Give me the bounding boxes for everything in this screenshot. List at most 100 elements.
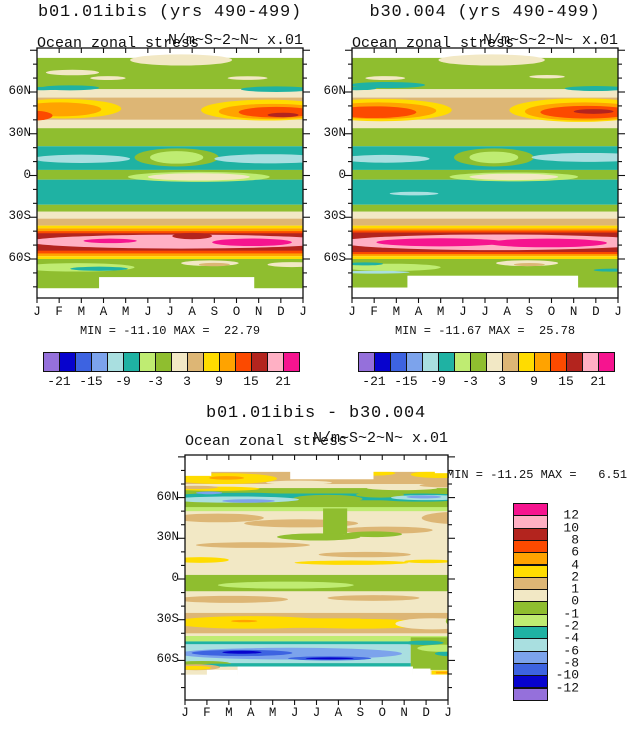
colorbar-label: 8 bbox=[571, 532, 579, 548]
colorbar-swatch bbox=[513, 650, 548, 664]
colorbar-swatch bbox=[513, 503, 548, 517]
month-label: M bbox=[121, 305, 130, 319]
month-label: J bbox=[614, 305, 622, 319]
contour-field bbox=[185, 455, 448, 700]
colorbar-label: 9 bbox=[530, 374, 538, 389]
month-label: A bbox=[503, 305, 511, 319]
axis-ticks bbox=[345, 48, 625, 303]
colorbar-label: -3 bbox=[147, 374, 163, 389]
colorbar-swatch bbox=[513, 552, 548, 566]
colorbar-label: -21 bbox=[47, 374, 71, 389]
panel-c-title: b01.01ibis - b30.004 bbox=[205, 404, 427, 423]
axis-ticks bbox=[178, 455, 455, 705]
colorbar-label: -9 bbox=[430, 374, 446, 389]
colorbar-swatch bbox=[513, 675, 548, 689]
month-label: N bbox=[569, 305, 578, 319]
month-label: A bbox=[334, 706, 343, 720]
panel-c-variable-label: Ocean zonal stress bbox=[185, 433, 348, 450]
colorbar-swatch bbox=[534, 352, 551, 372]
colorbar-swatch bbox=[438, 352, 455, 372]
colorbar-swatch bbox=[358, 352, 375, 372]
colorbar-swatch bbox=[374, 352, 391, 372]
colorbar-swatch bbox=[513, 687, 548, 701]
colorbar-swatch bbox=[513, 589, 548, 603]
colorbar-swatch bbox=[598, 352, 615, 372]
colorbar-label: -12 bbox=[555, 680, 579, 695]
month-label: F bbox=[203, 706, 211, 720]
colorbar-label: 3 bbox=[498, 374, 506, 389]
colorbar-swatch bbox=[513, 626, 548, 640]
month-label: N bbox=[400, 706, 408, 720]
colorbar-swatch bbox=[155, 352, 172, 372]
month-label: D bbox=[277, 305, 285, 319]
month-label: M bbox=[436, 305, 445, 319]
panel-b-title: b30.004 (yrs 490-499) bbox=[369, 3, 601, 22]
contour-plot-1 bbox=[345, 47, 625, 303]
colorbar-label: -4 bbox=[563, 630, 579, 646]
colorbar-label: 3 bbox=[183, 374, 191, 389]
colorbar-swatch bbox=[513, 564, 548, 578]
colorbar-swatch bbox=[513, 576, 548, 591]
month-label: S bbox=[210, 305, 219, 319]
lat-label: 0 bbox=[171, 571, 179, 585]
colorbar-swatch bbox=[187, 352, 204, 372]
colorbar-swatch bbox=[513, 613, 548, 627]
colorbar-label: 15 bbox=[558, 374, 574, 389]
colorbar-swatch bbox=[513, 638, 548, 652]
axis-ticks bbox=[30, 48, 310, 303]
colorbar-label: 21 bbox=[590, 374, 606, 389]
panel-a-title: b01.01ibis (yrs 490-499) bbox=[37, 3, 303, 22]
colorbar-label: -15 bbox=[79, 374, 103, 389]
month-label: M bbox=[392, 305, 401, 319]
colorbar-swatch bbox=[454, 352, 471, 372]
colorbar-label: -21 bbox=[362, 374, 386, 389]
month-label: O bbox=[547, 305, 556, 319]
colorbar-label: 21 bbox=[275, 374, 291, 389]
colorbar-swatch bbox=[235, 352, 252, 372]
month-label: J bbox=[33, 305, 41, 319]
colorbar-swatch bbox=[486, 352, 503, 372]
month-label: J bbox=[312, 706, 321, 720]
colorbar-swatch bbox=[203, 352, 220, 372]
panel-a-units-label: N/m~S~2~N~ x.01 bbox=[167, 32, 303, 49]
lat-label: 60N bbox=[323, 83, 346, 98]
colorbar-swatch bbox=[43, 352, 60, 372]
lat-label: 60S bbox=[8, 251, 31, 265]
month-label: J bbox=[299, 305, 307, 319]
lat-label: 60N bbox=[8, 83, 31, 98]
colorbar-label: 2 bbox=[571, 569, 579, 585]
lat-label: 30S bbox=[8, 209, 31, 224]
month-label: J bbox=[290, 706, 299, 720]
month-label: D bbox=[422, 706, 430, 720]
colorbar-swatch bbox=[513, 527, 548, 541]
panel-a-minmax: MIN = -11.10 MAX = 22.79 bbox=[79, 324, 261, 338]
contour-field bbox=[37, 48, 303, 298]
lat-label: 60S bbox=[323, 251, 346, 265]
colorbar-swatch bbox=[422, 352, 439, 372]
colorbar-swatch bbox=[513, 539, 548, 554]
lat-label: 30N bbox=[8, 125, 31, 140]
colorbar-label: -15 bbox=[394, 374, 418, 389]
colorbar-label: 0 bbox=[571, 593, 579, 609]
colorbar-swatch bbox=[123, 352, 140, 372]
colorbar-label: -10 bbox=[555, 667, 579, 683]
month-label: J bbox=[166, 305, 174, 319]
colorbar-label: 10 bbox=[563, 520, 579, 536]
colorbar-swatch bbox=[502, 352, 519, 372]
month-label: S bbox=[525, 305, 534, 319]
month-label: J bbox=[144, 305, 152, 319]
colorbar-swatch bbox=[267, 352, 284, 372]
colorbar-label: -3 bbox=[462, 374, 478, 389]
month-label: A bbox=[99, 305, 108, 319]
colorbar-label: 4 bbox=[571, 557, 579, 572]
colorbar-swatch bbox=[171, 352, 188, 372]
colorbar-label: 6 bbox=[571, 544, 579, 560]
month-label: M bbox=[225, 706, 233, 720]
month-label: M bbox=[268, 706, 277, 720]
month-label: A bbox=[188, 305, 196, 319]
colorbar-swatch bbox=[390, 352, 407, 372]
panel-b-units-label: N/m~S~2~N~ x.01 bbox=[482, 32, 618, 49]
lat-label: 30N bbox=[323, 125, 346, 140]
colorbar-swatch bbox=[139, 352, 156, 372]
month-label: O bbox=[232, 305, 241, 319]
